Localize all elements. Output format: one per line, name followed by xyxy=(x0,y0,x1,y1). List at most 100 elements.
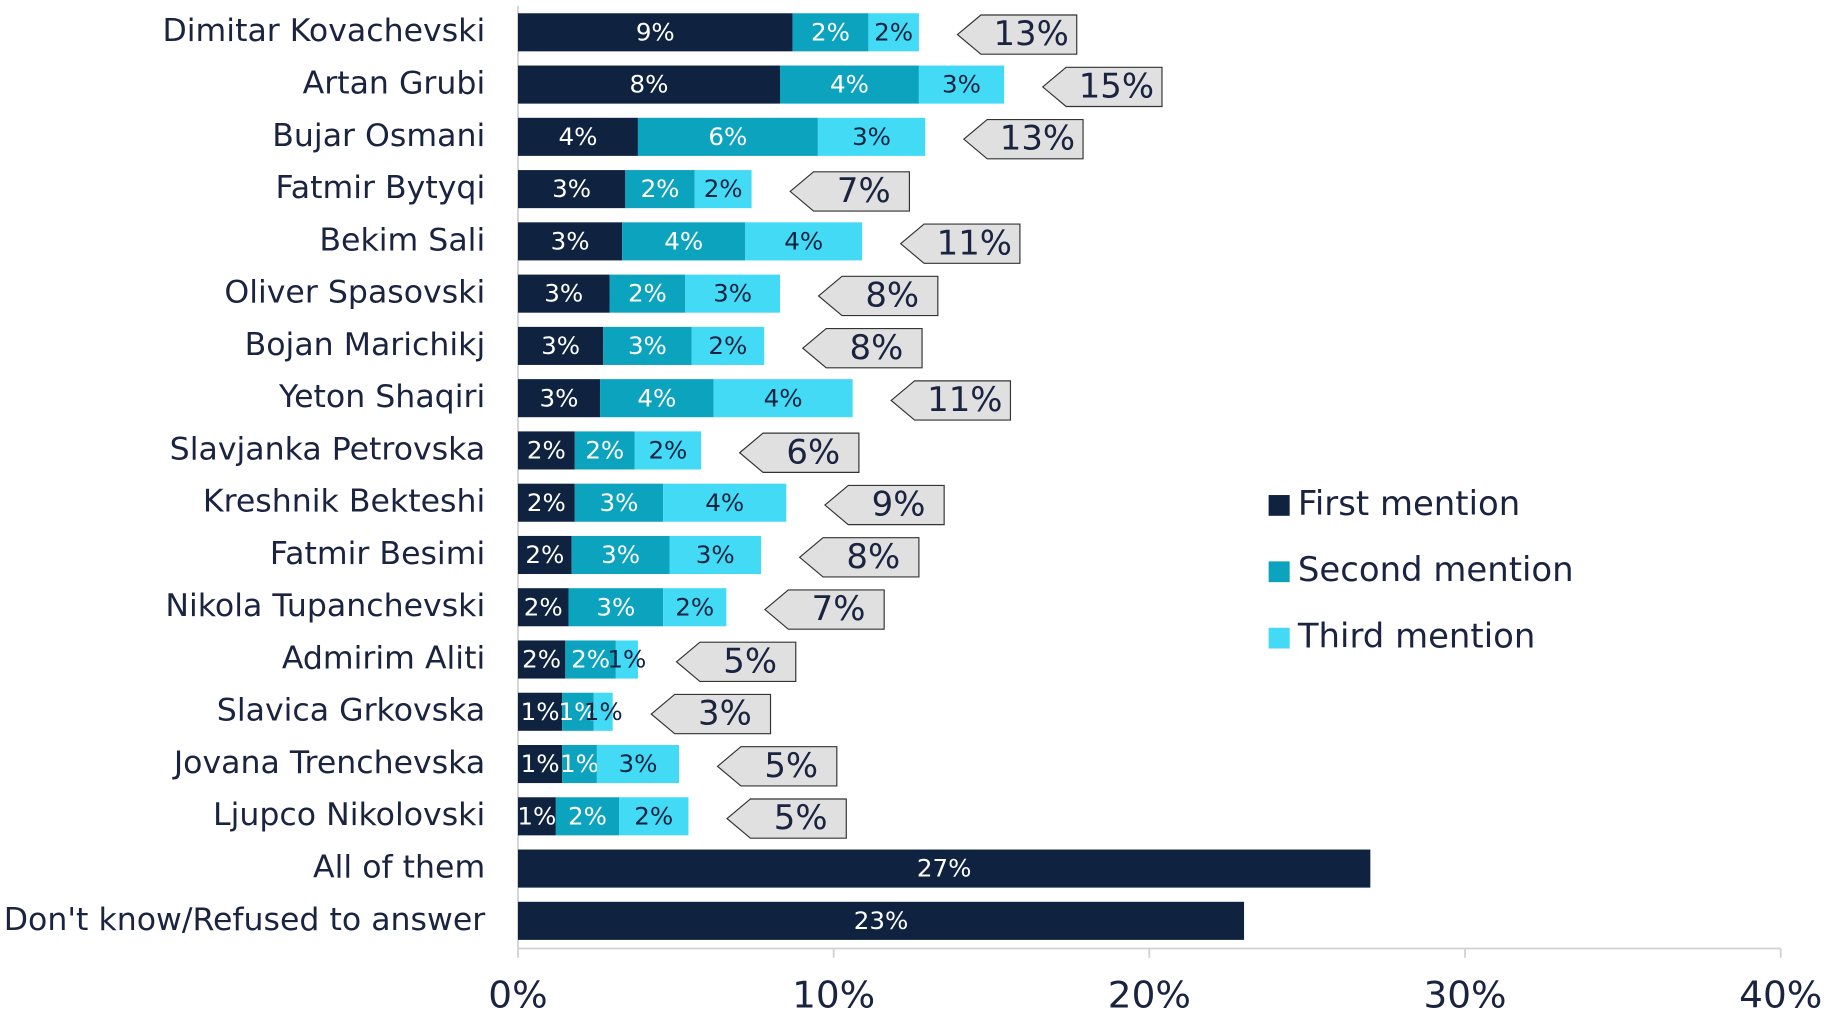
bar-segment xyxy=(562,744,597,784)
value-label: 3% xyxy=(696,540,735,569)
bar-segment xyxy=(625,170,695,209)
value-label: 9% xyxy=(636,18,675,47)
value-label: 4% xyxy=(664,227,703,256)
bar-segment xyxy=(517,588,569,627)
total-label: 11% xyxy=(927,380,1002,419)
x-tick-label: 0% xyxy=(488,973,547,1017)
value-label: 3% xyxy=(544,279,583,308)
bar-segment xyxy=(517,692,563,731)
x-tick-label: 40% xyxy=(1739,973,1822,1017)
legend-swatch xyxy=(1268,495,1290,516)
value-label: 1% xyxy=(521,749,560,778)
total-callout xyxy=(726,798,847,839)
value-label: 6% xyxy=(708,122,747,151)
bar-segment xyxy=(517,326,604,365)
x-tick-label: 10% xyxy=(792,973,875,1017)
total-label: 13% xyxy=(993,14,1068,53)
value-label: 2% xyxy=(648,436,687,465)
bar-segment xyxy=(517,13,793,52)
value-label: 2% xyxy=(524,592,563,621)
bar-segment xyxy=(663,483,787,522)
total-callout xyxy=(1041,66,1163,108)
bar-segment xyxy=(517,65,780,104)
value-label: 2% xyxy=(708,331,747,360)
category-label: Dimitar Kovachevski xyxy=(162,13,485,49)
value-label: 2% xyxy=(874,18,913,47)
total-callout xyxy=(890,380,1012,421)
total-callout xyxy=(956,14,1078,55)
value-label: 2% xyxy=(522,645,561,674)
category-label: Bojan Marichikj xyxy=(245,327,486,363)
category-label: Oliver Spasovski xyxy=(224,275,485,311)
total-callout xyxy=(899,223,1021,264)
bar-segment xyxy=(517,535,572,575)
value-label: 2% xyxy=(527,436,566,465)
bar-segment xyxy=(574,431,635,470)
bar-segment xyxy=(663,588,727,627)
value-label: 4% xyxy=(705,488,744,517)
bar-segment xyxy=(517,222,623,261)
value-label: 2% xyxy=(568,802,607,831)
total-callout xyxy=(801,328,923,369)
total-label: 5% xyxy=(723,642,777,681)
value-label: 1% xyxy=(584,697,623,726)
bar-segment xyxy=(517,797,556,836)
category-label: Artan Grubi xyxy=(303,66,486,102)
category-label: Don't know/Refused to answer xyxy=(4,902,486,938)
bar-segment xyxy=(555,797,619,836)
bar-segment xyxy=(685,274,780,313)
category-label: Fatmir Bytyqi xyxy=(276,170,486,206)
value-label: 4% xyxy=(637,383,676,412)
category-label: All of them xyxy=(313,850,485,886)
value-label: 1% xyxy=(560,749,599,778)
legend-label: Second mention xyxy=(1298,550,1574,589)
total-callout xyxy=(962,118,1084,160)
total-callout xyxy=(764,589,885,630)
bar-segment xyxy=(792,13,869,52)
bar-segment xyxy=(669,535,762,575)
bar-segment xyxy=(691,326,765,365)
bar-segment xyxy=(517,849,1371,888)
value-label: 3% xyxy=(541,331,580,360)
value-label: 4% xyxy=(830,70,869,99)
bar-segment xyxy=(603,326,692,365)
total-callout xyxy=(798,537,920,578)
bar-segment xyxy=(615,640,638,679)
bar-segment xyxy=(593,692,613,731)
category-label: Nikola Tupanchevski xyxy=(165,588,485,624)
bar-segment xyxy=(713,379,853,418)
total-label: 11% xyxy=(937,223,1012,262)
total-label: 15% xyxy=(1079,67,1154,106)
bar-segment xyxy=(817,117,926,156)
bar-segment xyxy=(517,901,1245,940)
total-label: 7% xyxy=(837,171,891,210)
value-label: 3% xyxy=(628,331,667,360)
value-label: 3% xyxy=(942,70,981,99)
category-label: Slavjanka Petrovska xyxy=(170,432,486,468)
value-label: 2% xyxy=(634,802,673,831)
category-label: Ljupco Nikolovski xyxy=(213,797,485,833)
category-label: Slavica Grkovska xyxy=(217,693,485,729)
total-callout xyxy=(650,693,772,735)
bar-segment xyxy=(571,535,670,575)
bar-segment xyxy=(517,431,575,470)
bar-segment xyxy=(618,797,689,836)
bar-segment xyxy=(600,379,714,418)
total-label: 13% xyxy=(1000,119,1075,158)
value-label: 1% xyxy=(521,697,560,726)
bar-segment xyxy=(634,431,702,470)
bar-segment xyxy=(574,483,664,522)
legend-label: First mention xyxy=(1298,484,1520,523)
bar-segment xyxy=(517,170,626,209)
bar-segment xyxy=(565,640,616,679)
bar-segment xyxy=(868,13,919,52)
category-label: Bujar Osmani xyxy=(272,118,485,154)
total-label: 8% xyxy=(846,537,900,576)
value-label: 3% xyxy=(618,749,657,778)
value-label: 2% xyxy=(527,488,566,517)
value-label: 8% xyxy=(630,70,669,99)
total-callout xyxy=(675,641,797,683)
value-label: 3% xyxy=(713,279,752,308)
value-label: 1% xyxy=(558,697,597,726)
